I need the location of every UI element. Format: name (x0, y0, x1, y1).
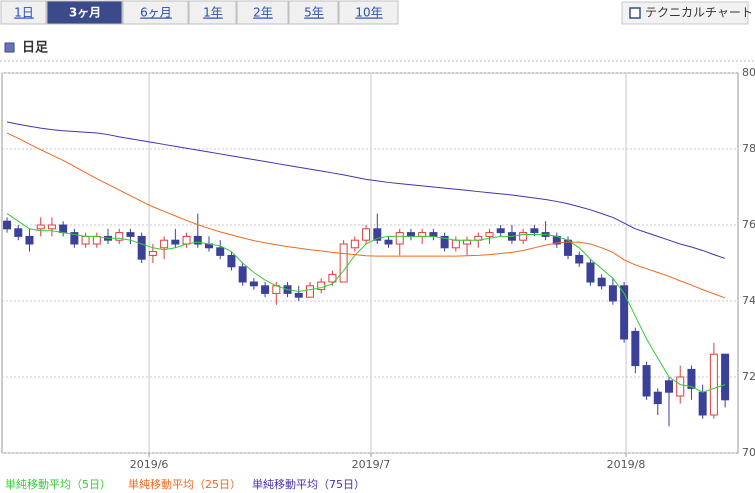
range-button-label[interactable]: 10年 (355, 6, 382, 20)
candle-body (294, 292, 303, 298)
candle-body (608, 285, 617, 302)
legend-label: 単純移動平均（75日） (252, 477, 365, 491)
range-button[interactable] (122, 0, 189, 25)
candle-body (665, 380, 673, 393)
candle-body (3, 220, 12, 230)
candle-body (676, 376, 685, 397)
candle-body (148, 251, 157, 256)
candle-body (160, 239, 169, 249)
candle-body (496, 228, 505, 234)
y-tick-label: 70 (742, 446, 755, 459)
candle-body (261, 285, 270, 294)
candle-body (530, 228, 539, 234)
ma-line (6, 213, 726, 393)
legend-label: 単純移動平均（25日） (128, 477, 241, 491)
plot-area (1, 72, 739, 454)
range-button[interactable] (46, 0, 123, 25)
candle-body (137, 235, 146, 260)
range-button-label[interactable]: 1年 (203, 6, 223, 20)
candle-body (238, 266, 247, 283)
candle-body (81, 235, 90, 245)
candle-body (25, 235, 34, 245)
candle-body (317, 281, 326, 291)
candle-body (620, 285, 629, 340)
range-button[interactable] (188, 0, 237, 25)
range-button[interactable] (0, 0, 47, 25)
candle-body (350, 239, 359, 249)
candle-body (47, 224, 56, 230)
range-button-label[interactable]: 5年 (304, 6, 324, 20)
y-tick-label: 72 (742, 370, 755, 383)
candle-body (429, 232, 438, 237)
range-button-label[interactable]: 3ヶ月 (69, 6, 101, 20)
candle-body (721, 353, 730, 401)
candle-body (171, 239, 180, 245)
candle-body (519, 232, 528, 241)
candle-body (249, 281, 258, 287)
candle-body (193, 235, 202, 245)
candle-body (14, 228, 23, 237)
candle-body (328, 273, 337, 283)
candle-body (305, 285, 314, 298)
candle-body (373, 228, 382, 241)
range-button[interactable] (338, 0, 399, 25)
candle-body (653, 391, 662, 405)
candle-body (362, 228, 371, 241)
candle-body (182, 235, 191, 245)
range-button-label[interactable]: 6ヶ月 (140, 6, 172, 20)
tool-icon (629, 7, 641, 19)
tool-button-label[interactable]: テクニカルチャート (645, 6, 753, 20)
candle-body (384, 239, 393, 245)
candle-body (586, 262, 595, 283)
candle-body (485, 232, 494, 237)
candle-body (406, 232, 415, 237)
range-button[interactable] (236, 0, 289, 25)
candle-body (575, 254, 584, 264)
candle-body (227, 254, 236, 268)
x-tick-label: 2019/7 (352, 458, 391, 471)
candle-body (631, 330, 640, 367)
range-button-label[interactable]: 2年 (253, 6, 273, 20)
candle-body (440, 235, 449, 249)
y-tick-label: 76 (742, 218, 755, 231)
candle-body (70, 232, 79, 245)
candle-body (395, 232, 404, 245)
y-tick-label: 74 (742, 294, 755, 307)
x-tick-label: 2019/6 (130, 458, 169, 471)
candle-body (339, 243, 348, 283)
candle-body (642, 365, 651, 397)
legend-label: 単純移動平均（5日） (5, 477, 111, 491)
candle-body (418, 232, 427, 237)
section-icon (4, 42, 15, 53)
candle-body (698, 391, 707, 416)
candle-body (115, 232, 124, 241)
y-tick-label: 78 (742, 142, 755, 155)
candle-body (687, 368, 696, 389)
candle-body (709, 353, 718, 416)
candle-body (126, 232, 135, 237)
candle-body (92, 235, 101, 245)
candle-body (59, 224, 68, 234)
candle-body (463, 239, 472, 245)
x-tick-label: 2019/8 (607, 458, 646, 471)
candle-body (451, 239, 460, 249)
candle-body (216, 247, 225, 256)
section-title: 日足 (22, 41, 49, 56)
ma-line (6, 132, 726, 299)
candle-body (36, 224, 45, 230)
ma-line (6, 121, 726, 259)
range-button[interactable] (288, 0, 339, 25)
candle-body (597, 277, 606, 287)
tool-button[interactable] (621, 1, 749, 25)
range-button-label[interactable]: 1日 (14, 6, 34, 20)
y-tick-label: 80 (742, 66, 755, 79)
